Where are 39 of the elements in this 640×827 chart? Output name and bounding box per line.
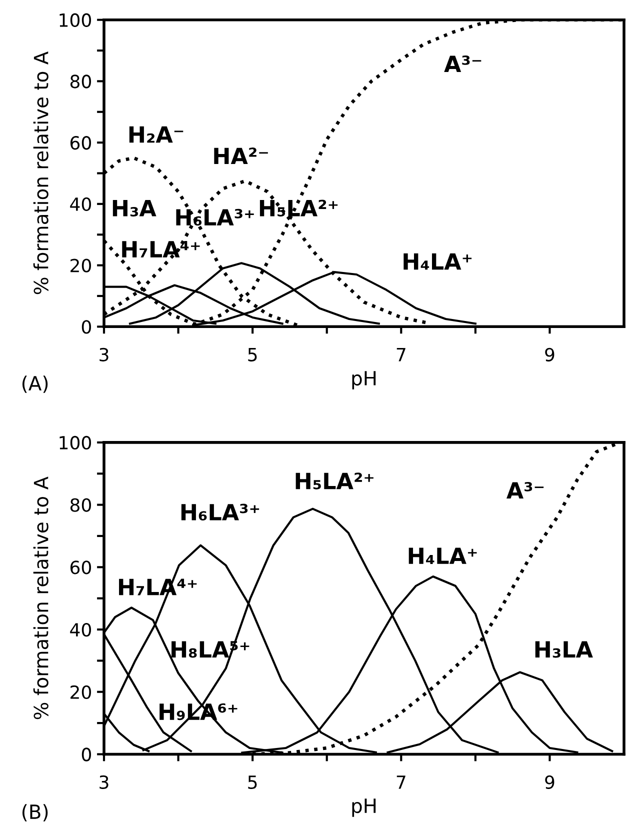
annotation: A³⁻ [444,56,482,72]
y-tick-label: 40 [70,197,91,212]
x-tick-label: 5 [248,776,257,790]
annotation: H₆LA³⁺ [176,208,254,226]
annotation: H₃A [112,200,156,216]
y-tick-label: 100 [60,13,91,27]
y-tick-label: 20 [70,685,91,699]
x-tick-label: 7 [396,776,406,789]
annotation: H₂A⁻ [129,126,184,143]
x-tick-label: 9 [545,775,554,790]
annotation: H₆LA³⁺ [181,504,260,521]
annotation: H₄LA⁺ [404,253,472,270]
y-axis-title: % formation relative to A [33,51,48,294]
x-tick-label: 9 [545,348,554,362]
annotation: H₃LA [535,641,593,658]
annotation: H₅LA²⁺ [260,200,338,216]
text: (B) [22,804,48,822]
annotation: H₇LA⁴⁺ [122,241,200,258]
x-tick-label: 7 [396,348,406,362]
annotation: H₄LA⁺ [408,548,477,564]
annotation: H₅LA²⁺ [296,472,374,490]
x-tick-label: 3 [100,348,108,362]
annotation: HA²⁻ [214,148,268,164]
x-tick-label: 5 [248,348,257,362]
y-tick-label: 60 [70,136,91,150]
y-tick-label: 0 [82,320,91,334]
y-tick-label: 40 [70,622,91,637]
text: (A) [22,376,48,393]
x-axis-title: pH [352,798,376,817]
y-axis-title: % formation relative to A [33,476,48,720]
y-tick-label: 20 [70,258,91,272]
x-tick-label: 3 [100,775,108,790]
y-tick-label: 100 [60,436,91,450]
x-axis-title: pH [352,371,376,390]
y-tick-label: 60 [70,560,91,574]
y-tick-label: 80 [70,74,91,88]
annotation: A³⁻ [506,482,544,498]
y-tick-label: 0 [82,748,91,762]
y-tick-label: 80 [70,498,91,512]
